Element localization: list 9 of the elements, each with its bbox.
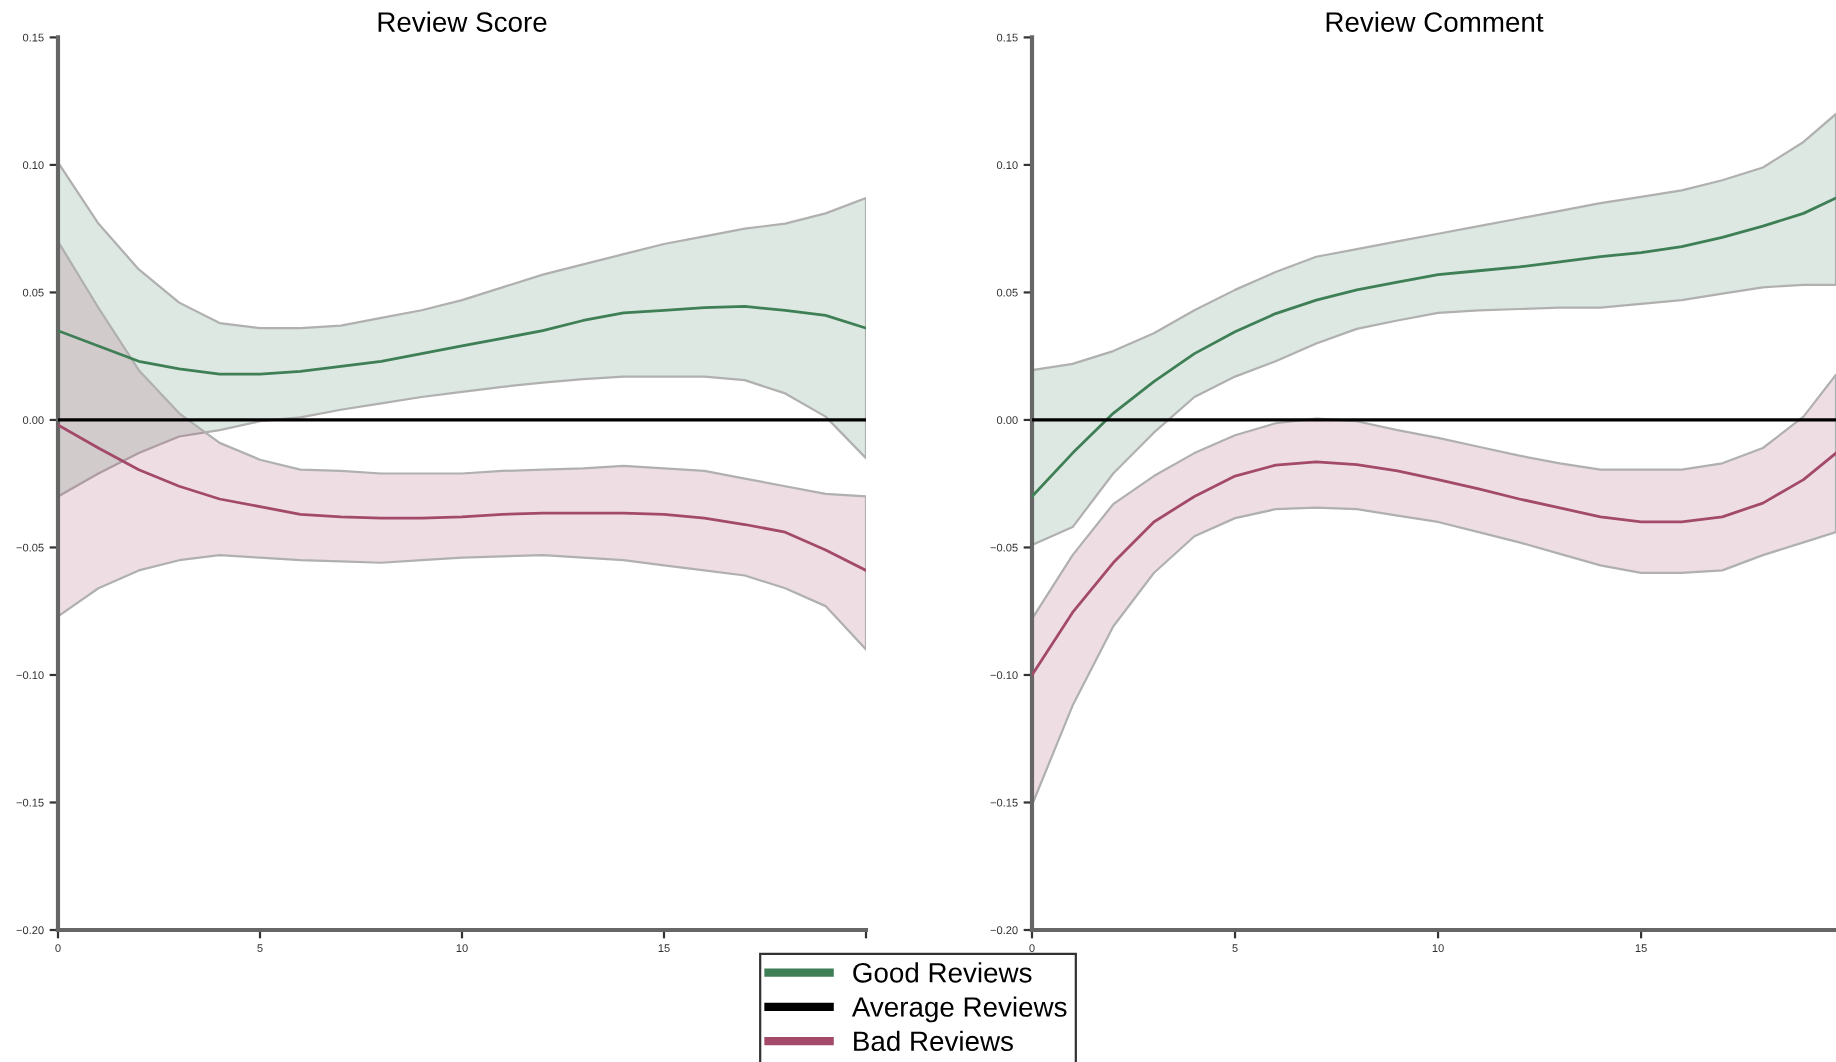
line-series	[1032, 196, 1836, 498]
chart-title: Review Score	[378, 11, 547, 32]
legend-label: Average Reviews	[851, 996, 1067, 1023]
chart-title: Review Comment	[1326, 11, 1544, 32]
line-series	[1032, 451, 1836, 677]
legend-label: Good Reviews	[853, 962, 1032, 983]
line-series	[58, 305, 866, 376]
legend-label: Bad Reviews	[854, 1030, 1013, 1052]
line-series	[58, 423, 866, 572]
